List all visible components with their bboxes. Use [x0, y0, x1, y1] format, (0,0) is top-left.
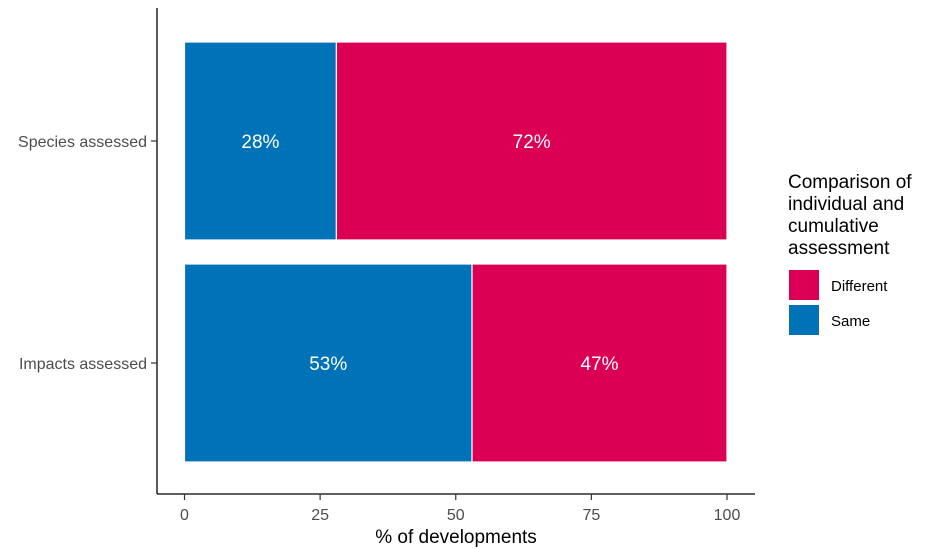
x-tick-label-100: 100 [714, 507, 741, 524]
legend-label-same: Same [831, 313, 870, 330]
y-tick-label-species-assessed: Species assessed [18, 134, 147, 151]
bar-impacts-assessed-same [183, 263, 473, 463]
bar-label-impacts-assessed-different: 47% [580, 354, 618, 375]
bar-species-assessed-same [183, 41, 337, 241]
legend: Comparison of individual and cumulative ass… [788, 172, 912, 335]
bars-group [183, 41, 728, 463]
bar-label-impacts-assessed-same: 53% [309, 354, 347, 375]
legend-key-different [789, 270, 819, 300]
legend-title: Comparison of individual and cumulative ass… [788, 172, 912, 259]
x-axis-title: % of developments [375, 527, 537, 548]
bar-impacts-assessed-different [471, 263, 728, 463]
bar-label-species-assessed-different: 72% [513, 132, 551, 153]
y-tick-label-impacts-assessed: Impacts assessed [19, 356, 147, 373]
x-tick-label-0: 0 [180, 507, 189, 524]
x-ticks-group: 0 25 50 75 100 [180, 494, 740, 524]
y-ticks-group: Species assessed Impacts assessed [18, 134, 157, 373]
bar-labels-group: 28% 72% 53% 47% [241, 132, 618, 375]
legend-title-line: Comparison of [788, 172, 912, 193]
legend-title-line: individual and [788, 194, 904, 215]
bar-species-assessed-different [335, 41, 728, 241]
legend-title-line: cumulative [788, 216, 879, 237]
x-tick-label-50: 50 [447, 507, 465, 524]
x-tick-label-75: 75 [582, 507, 600, 524]
legend-title-line: assessment [788, 238, 890, 259]
legend-label-different: Different [831, 278, 888, 295]
bar-label-species-assessed-same: 28% [241, 132, 279, 153]
x-tick-label-25: 25 [311, 507, 329, 524]
legend-entries: Different Same [789, 270, 888, 335]
legend-key-same [789, 305, 819, 335]
